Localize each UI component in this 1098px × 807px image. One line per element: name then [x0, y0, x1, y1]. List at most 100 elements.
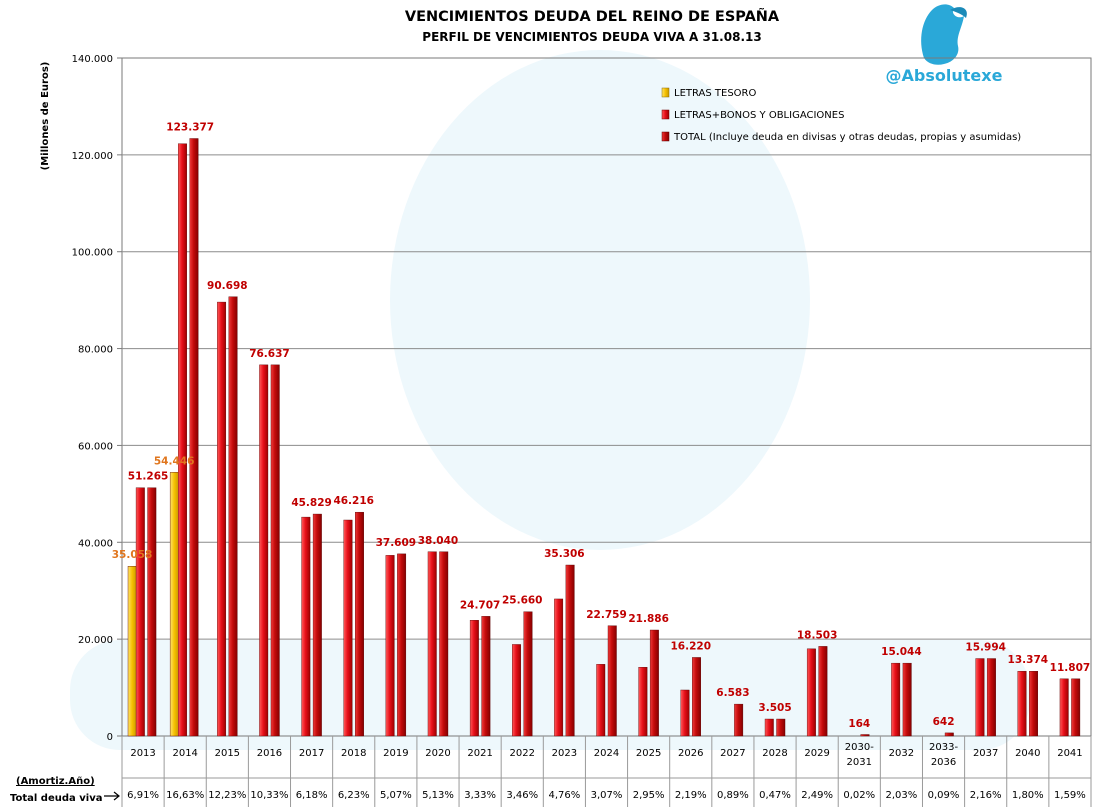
data-label-total: 11.807: [1050, 662, 1091, 674]
bar-total: [734, 703, 744, 737]
percent-cell: 2,49%: [801, 790, 833, 801]
percent-cell: 5,13%: [422, 790, 454, 801]
x-tick-label: 2029: [804, 748, 829, 759]
bar-total: [397, 553, 407, 737]
x-axis: 2013 2014 2015 2016 2017 2018 2019 2020 2021 2022…: [121, 736, 1092, 807]
percent-cell: 10,33%: [250, 790, 288, 801]
bar-letras-tesoro: [127, 566, 137, 737]
percent-cell: 6,18%: [296, 790, 328, 801]
data-label-total: 3.505: [758, 702, 791, 714]
legend-label-total: TOTAL (Incluye deuda en divisas y otras …: [673, 132, 1021, 143]
legend-item-total: TOTAL (Incluye deuda en divisas y otras …: [661, 131, 1021, 143]
x-tick-label: 2026: [678, 748, 703, 759]
bar-total: [607, 625, 617, 737]
data-label-letras: 35.058: [112, 549, 153, 561]
data-label-total: 164: [848, 718, 870, 730]
x-tick-label: 2030-: [845, 742, 874, 753]
percent-cell: 3,07%: [591, 790, 623, 801]
bar-letras-bonos: [764, 718, 774, 737]
bar-letras-bonos: [1017, 671, 1027, 737]
data-labels: 51.265 123.377 90.698 76.637 45.829 46.216 37.…: [112, 122, 1090, 731]
y-tick-label: 20.000: [78, 635, 113, 646]
data-label-total: 46.216: [333, 495, 374, 507]
percent-cell: 6,91%: [127, 790, 159, 801]
y-axis: 0 20.000 40.000 60.000 80.000 100.000 120.000 1…: [72, 54, 122, 743]
bar-total: [481, 616, 491, 737]
footer-total-label: Total deuda viva: [10, 793, 102, 804]
bar-letras-bonos: [512, 644, 521, 737]
x-tick-label: 2022: [510, 748, 535, 759]
legend-item-letras-bonos: LETRAS+BONOS Y OBLIGACIONES: [661, 109, 844, 121]
x-tick-label: 2031: [847, 757, 872, 768]
bar-letras-bonos: [596, 664, 606, 737]
bar-letras-bonos: [177, 143, 187, 737]
x-tick-label: 2025: [636, 748, 661, 759]
bar-total: [1029, 671, 1039, 737]
y-tick-label: 80.000: [78, 345, 113, 356]
bar-total: [1071, 678, 1081, 737]
chart-subtitle: PERFIL DE VENCIMIENTOS DEUDA VIVA A 31.0…: [422, 30, 761, 44]
bar-total: [944, 732, 954, 737]
data-label-total: 6.583: [716, 687, 749, 699]
bar-letras-bonos: [806, 648, 816, 737]
x-tick-label: 2019: [383, 748, 408, 759]
data-label-total: 90.698: [207, 280, 248, 292]
bar-letras-bonos: [891, 662, 901, 737]
percent-cell: 1,80%: [1012, 790, 1044, 801]
data-label-total: 25.660: [502, 595, 543, 607]
bar-total: [439, 551, 449, 737]
y-tick-label: 0: [107, 732, 113, 743]
bar-total: [818, 646, 828, 737]
plot-area: [121, 57, 1092, 737]
data-label-total: 123.377: [166, 122, 214, 134]
legend-label-letras-bonos: LETRAS+BONOS Y OBLIGACIONES: [674, 110, 844, 121]
bar-letras-bonos: [469, 620, 479, 737]
data-label-total: 21.886: [628, 613, 669, 625]
data-label-total: 642: [933, 716, 955, 728]
bar-total: [860, 734, 870, 737]
bar-total: [986, 658, 996, 737]
x-tick-label: 2037: [973, 748, 998, 759]
bar-total: [523, 611, 533, 737]
bar-total: [776, 718, 786, 737]
data-label-total: 18.503: [797, 629, 838, 641]
bar-total: [649, 629, 659, 737]
bar-total: [189, 138, 199, 737]
percent-cell: 4,76%: [548, 790, 580, 801]
bars: [127, 138, 1081, 737]
griffin-icon: [921, 4, 967, 65]
x-tick-label: 2018: [341, 748, 366, 759]
data-label-total: 13.374: [1008, 654, 1049, 666]
x-tick-label: 2020: [425, 748, 450, 759]
y-tick-label: 100.000: [72, 248, 113, 259]
x-tick-label: 2040: [1015, 748, 1040, 759]
data-label-total: 51.265: [128, 471, 169, 483]
x-tick-label: 2014: [172, 748, 197, 759]
x-tick-label: 2036: [931, 757, 956, 768]
x-tick-label: 2015: [215, 748, 240, 759]
percent-cell: 3,46%: [506, 790, 538, 801]
footer-arrow-icon: [104, 791, 120, 801]
bar-total: [565, 564, 575, 737]
percent-cell: 5,07%: [380, 790, 412, 801]
gridlines: [122, 154, 1091, 640]
y-tick-label: 40.000: [78, 538, 113, 549]
data-label-total: 15.044: [881, 646, 922, 658]
bar-letras-bonos: [217, 301, 227, 737]
legend-label-letras: LETRAS TESORO: [674, 88, 757, 99]
legend: LETRAS TESORO LETRAS+BONOS Y OBLIGACIONE…: [661, 87, 1021, 143]
bar-letras-bonos: [975, 658, 985, 737]
percent-cell: 2,95%: [633, 790, 665, 801]
percent-cell: 6,23%: [338, 790, 370, 801]
data-label-total: 24.707: [460, 599, 501, 611]
percent-cell: 1,59%: [1054, 790, 1086, 801]
data-label-total: 38.040: [418, 535, 459, 547]
percent-cell: 16,63%: [166, 790, 204, 801]
bar-total: [902, 662, 912, 737]
x-tick-label: 2023: [552, 748, 577, 759]
data-label-total: 16.220: [670, 640, 711, 652]
data-label-total: 35.306: [544, 548, 585, 560]
bar-total: [312, 513, 322, 737]
bar-letras-bonos: [343, 519, 353, 737]
